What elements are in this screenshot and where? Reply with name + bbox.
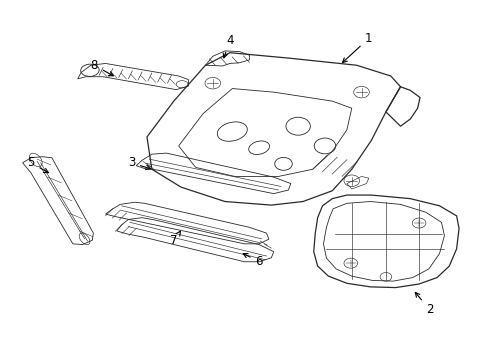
Text: 7: 7 <box>170 231 180 247</box>
Text: 8: 8 <box>90 59 113 76</box>
Text: 4: 4 <box>223 33 233 58</box>
Text: 5: 5 <box>27 156 48 173</box>
Text: 3: 3 <box>127 156 150 170</box>
Text: 2: 2 <box>414 292 433 316</box>
Text: 6: 6 <box>243 253 263 268</box>
Text: 1: 1 <box>342 32 372 63</box>
